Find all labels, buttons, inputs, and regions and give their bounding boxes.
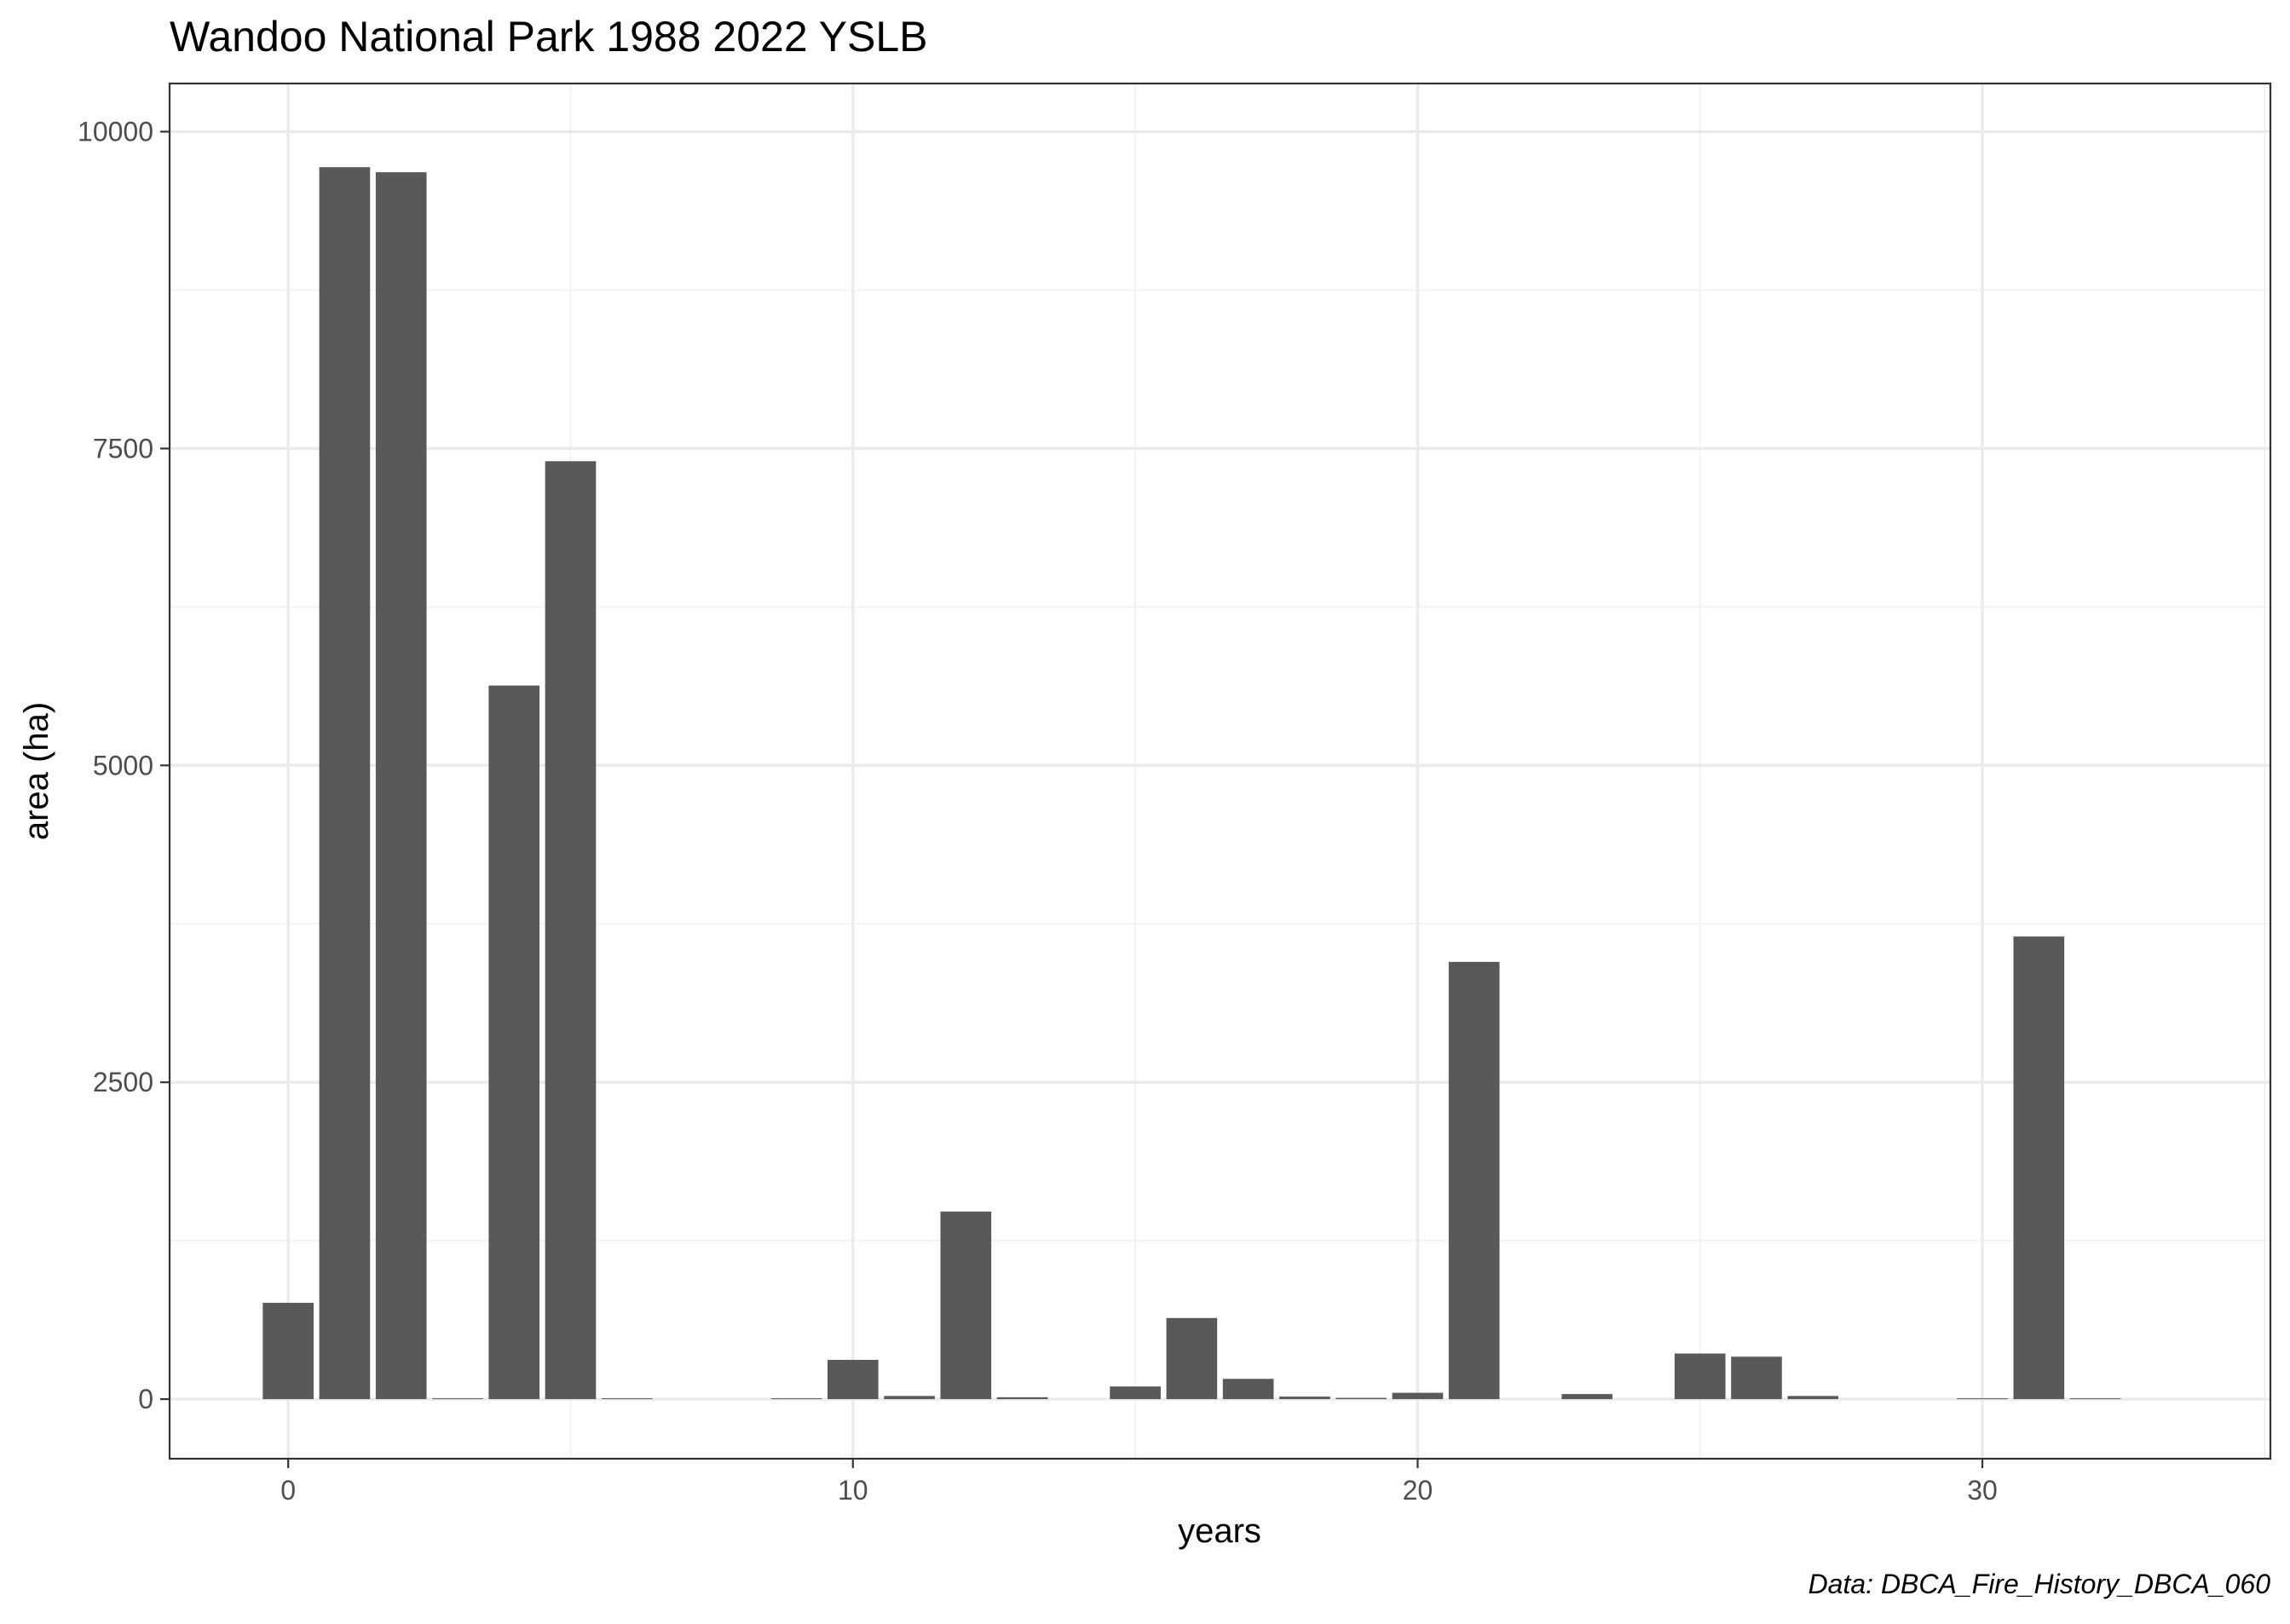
x-tick-label: 10	[838, 1475, 868, 1506]
x-tick-label: 20	[1403, 1475, 1433, 1506]
x-axis-title: years	[1178, 1512, 1261, 1550]
bar-year-3	[432, 1398, 483, 1400]
bar-year-27	[1787, 1396, 1839, 1400]
bar-year-31	[2013, 936, 2065, 1400]
bar-year-30	[1957, 1398, 2008, 1400]
chart-title: Wandoo National Park 1988 2022 YSLB	[170, 13, 928, 60]
bar-year-5	[545, 461, 597, 1400]
caption: Data: DBCA_Fire_History_DBCA_060	[1808, 1569, 2271, 1599]
bar-year-20	[1392, 1392, 1444, 1400]
bar-year-2	[375, 172, 427, 1400]
y-tick-label: 5000	[93, 750, 153, 780]
bars	[262, 167, 2121, 1400]
bar-year-17	[1222, 1379, 1274, 1400]
bar-year-6	[601, 1398, 653, 1400]
bar-year-15	[1110, 1386, 1161, 1400]
y-axis-title: area (ha)	[18, 702, 55, 840]
bar-year-0	[262, 1303, 314, 1400]
bar-year-23	[1561, 1394, 1613, 1400]
bar-year-32	[2069, 1398, 2121, 1400]
bar-year-4	[488, 685, 540, 1400]
bar-year-10	[827, 1359, 879, 1400]
bar-year-25	[1674, 1353, 1726, 1400]
bar-year-26	[1731, 1356, 1782, 1400]
bar-year-11	[884, 1396, 935, 1400]
panel-border	[168, 82, 2272, 1460]
bar-year-16	[1166, 1317, 1218, 1400]
x-axis: 0 10 20 30	[280, 1459, 1998, 1506]
bar-year-13	[996, 1397, 1048, 1400]
y-axis: 0 2500 5000 7500 10000	[78, 117, 170, 1414]
y-tick-label: 0	[138, 1384, 153, 1414]
x-tick-label: 30	[1967, 1475, 1998, 1506]
bar-year-9	[770, 1398, 822, 1400]
y-tick-label: 2500	[93, 1067, 153, 1097]
x-tick-label: 0	[280, 1475, 296, 1506]
grid	[170, 84, 2270, 1459]
bar-year-1	[319, 167, 371, 1400]
bar-year-18	[1279, 1397, 1330, 1400]
bar-year-12	[940, 1211, 992, 1400]
bar-year-19	[1335, 1397, 1387, 1400]
y-tick-label: 7500	[93, 433, 153, 464]
y-tick-label: 10000	[78, 117, 153, 147]
bar-year-21	[1448, 961, 1500, 1400]
